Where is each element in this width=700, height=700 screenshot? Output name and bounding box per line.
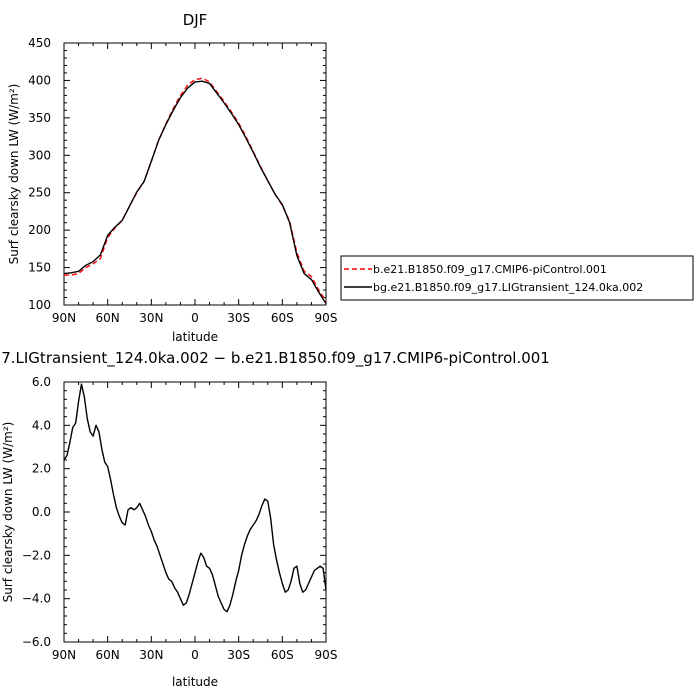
top-x-tick-label: 60S <box>271 311 294 325</box>
legend-label-picontrol: b.e21.B1850.f09_g17.CMIP6-piControl.001 <box>373 263 607 276</box>
top-x-tick-label: 90S <box>315 311 338 325</box>
top-x-axis-title: latitude <box>172 330 218 344</box>
bottom-x-tick-label: 0 <box>191 648 199 662</box>
bottom-x-tick-label: 90N <box>52 648 76 662</box>
bottom-y-axis-title: Surf clearsky down LW (W/m²) <box>1 422 15 603</box>
top-y-tick-label: 350 <box>28 111 51 125</box>
top-series-lines <box>63 77 327 304</box>
top-y-tick-label: 400 <box>28 73 51 87</box>
bottom-y-tick-label: 0.0 <box>32 505 51 519</box>
top-y-tick-label: 300 <box>28 148 51 162</box>
bottom-x-tick-label: 60N <box>96 648 120 662</box>
legend: b.e21.B1850.f09_g17.CMIP6-piControl.001 … <box>340 255 694 301</box>
top-x-tick-label: 90N <box>52 311 76 325</box>
bottom-panel: bg.e21.B1850.f09_g17.LIGtransient_124.0k… <box>0 349 550 689</box>
bottom-x-tick-label: 30S <box>227 648 250 662</box>
top-panel: DJF 90N 60N 30N 0 30S 60S 90S 100 150 200 250 300 35… <box>7 11 337 344</box>
bottom-y-tick-label: 2.0 <box>32 462 51 476</box>
bottom-x-tick-label: 90S <box>315 648 338 662</box>
top-x-tick-label: 30N <box>139 311 163 325</box>
legend-box <box>340 255 694 301</box>
top-x-tick-label: 30S <box>227 311 250 325</box>
top-y-tick-label: 150 <box>28 261 51 275</box>
top-x-tick-label: 60N <box>96 311 120 325</box>
top-x-tick-label: 0 <box>191 311 199 325</box>
legend-label-ligtransient: bg.e21.B1850.f09_g17.LIGtransient_124.0k… <box>373 281 643 294</box>
bottom-plot-frame <box>63 381 327 643</box>
bottom-x-tick-label: 30N <box>139 648 163 662</box>
top-y-tick-label: 100 <box>28 298 51 312</box>
bottom-y-tick-label: −4.0 <box>22 592 51 606</box>
bottom-series-lines <box>63 383 327 613</box>
bottom-title: bg.e21.B1850.f09_g17.LIGtransient_124.0k… <box>0 349 550 368</box>
bottom-x-axis-title: latitude <box>172 675 218 689</box>
bottom-y-tick-label: 6.0 <box>32 375 51 389</box>
top-y-tick-label: 450 <box>28 36 51 50</box>
top-axis-ticks: 90N 60N 30N 0 30S 60S 90S 100 150 200 250 300 350 400… <box>28 36 337 325</box>
bottom-y-tick-label: 4.0 <box>32 418 51 432</box>
bottom-series-line-0 <box>63 383 327 613</box>
bottom-axis-ticks: 90N 60N 30N 0 30S 60S 90S −6.0 −4.0 −2.0 0.0 2.0 4.0… <box>22 375 338 662</box>
top-title: DJF <box>183 11 208 29</box>
top-y-axis-title: Surf clearsky down LW (W/m²) <box>7 84 21 265</box>
top-series-line-0 <box>64 77 327 302</box>
bottom-y-tick-label: −2.0 <box>22 548 51 562</box>
top-y-tick-label: 200 <box>28 223 51 237</box>
bottom-x-tick-label: 60S <box>271 648 294 662</box>
bottom-y-tick-label: −6.0 <box>22 635 51 649</box>
top-y-tick-label: 250 <box>28 186 51 200</box>
top-series-line-1 <box>63 80 327 304</box>
